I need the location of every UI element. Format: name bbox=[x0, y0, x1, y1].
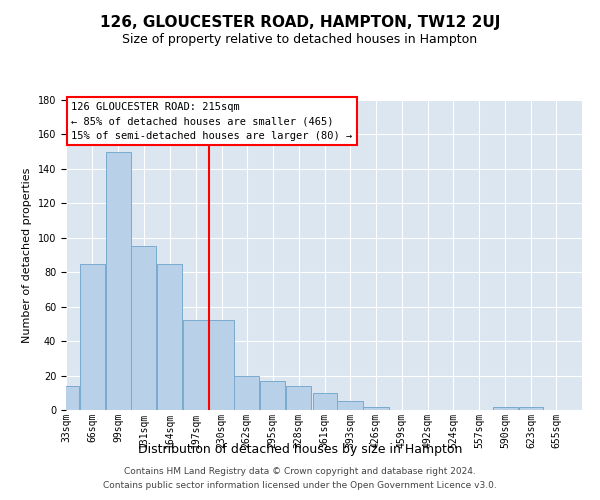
Bar bbox=[157, 264, 182, 410]
Bar bbox=[80, 264, 105, 410]
Bar bbox=[234, 376, 259, 410]
Bar bbox=[493, 406, 518, 410]
Text: 126, GLOUCESTER ROAD, HAMPTON, TW12 2UJ: 126, GLOUCESTER ROAD, HAMPTON, TW12 2UJ bbox=[100, 15, 500, 30]
Bar bbox=[313, 393, 337, 410]
Text: Contains public sector information licensed under the Open Government Licence v3: Contains public sector information licen… bbox=[103, 481, 497, 490]
Bar bbox=[183, 320, 208, 410]
Bar bbox=[286, 386, 311, 410]
Bar bbox=[106, 152, 131, 410]
Bar bbox=[131, 246, 156, 410]
Bar bbox=[337, 402, 362, 410]
Y-axis label: Number of detached properties: Number of detached properties bbox=[22, 168, 32, 342]
Bar bbox=[519, 406, 544, 410]
Bar bbox=[209, 320, 234, 410]
Text: Contains HM Land Registry data © Crown copyright and database right 2024.: Contains HM Land Registry data © Crown c… bbox=[124, 467, 476, 476]
Bar bbox=[260, 380, 286, 410]
Text: Distribution of detached houses by size in Hampton: Distribution of detached houses by size … bbox=[138, 442, 462, 456]
Bar bbox=[364, 406, 389, 410]
Bar bbox=[54, 386, 79, 410]
Text: 126 GLOUCESTER ROAD: 215sqm
← 85% of detached houses are smaller (465)
15% of se: 126 GLOUCESTER ROAD: 215sqm ← 85% of det… bbox=[71, 102, 352, 141]
Text: Size of property relative to detached houses in Hampton: Size of property relative to detached ho… bbox=[122, 32, 478, 46]
